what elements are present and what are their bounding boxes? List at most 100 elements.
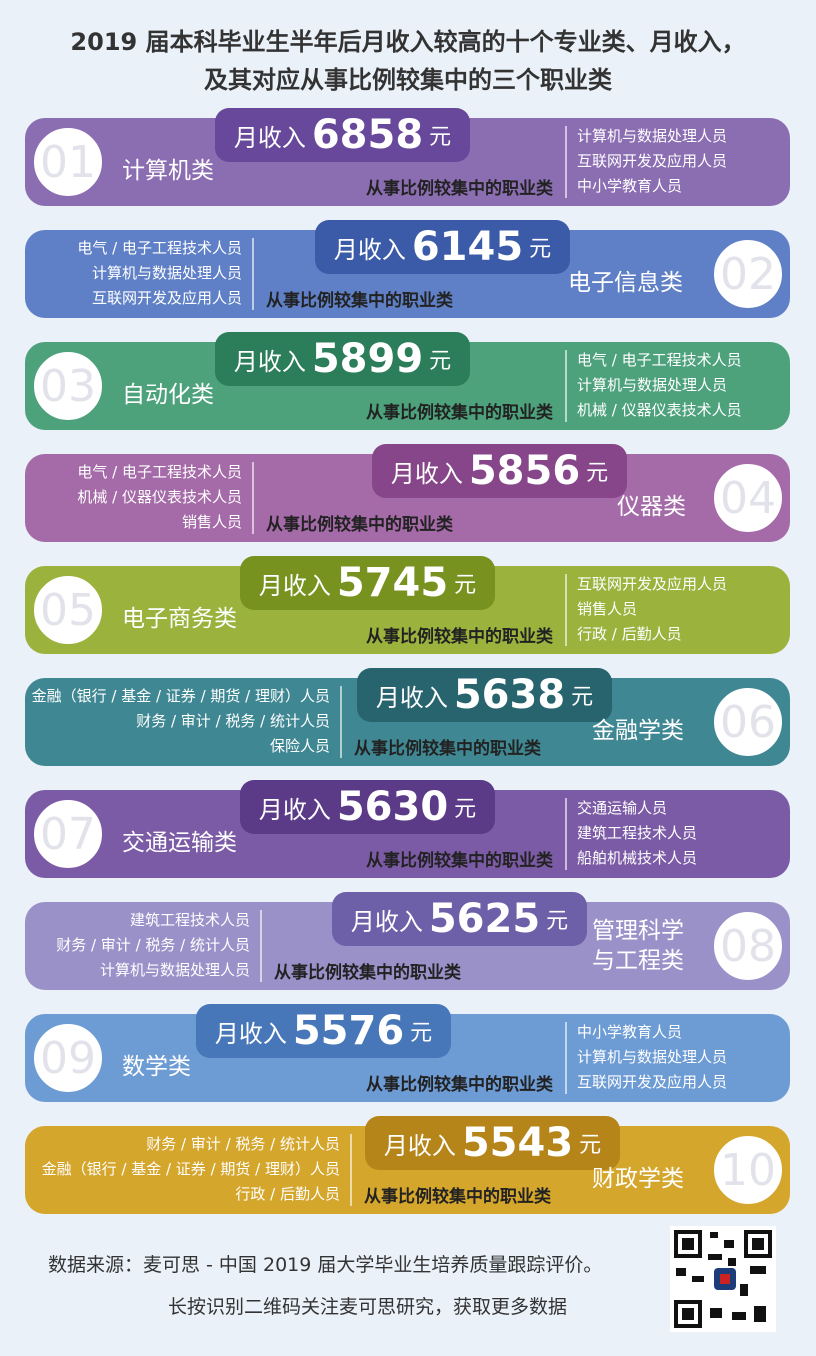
income-label: 月收入 [383, 1131, 456, 1160]
income-label: 月收入 [350, 907, 423, 936]
rank: 04 [710, 460, 786, 536]
rank: 10 [710, 1132, 786, 1208]
income-bubble: 月收入 6858 元 [215, 108, 470, 162]
major: 自动化类 [122, 380, 214, 410]
jobs: 中小学教育人员计算机与数据处理人员 互联网开发及应用人员 [577, 1020, 727, 1095]
income-unit: 元 [579, 1133, 602, 1158]
income-value: 5625 [428, 896, 541, 942]
jobs-caption: 从事比例较集中的职业类 [366, 1075, 553, 1095]
job: 财务 / 审计 / 税务 / 统计人员 [136, 712, 330, 730]
income-bubble: 月收入 5856 元 [372, 444, 627, 498]
jobs-caption: 从事比例较集中的职业类 [274, 963, 461, 983]
income-value: 5899 [311, 336, 424, 382]
income-value: 6858 [311, 112, 424, 158]
job: 保险人员 [269, 737, 330, 755]
jobs: 计算机与数据处理人员 互联网开发及应用人员 中小学教育人员 [577, 124, 727, 199]
job: 机械 / 仪器仪表技术人员 [577, 401, 742, 419]
rank: 06 [710, 684, 786, 760]
rank: 02 [710, 236, 786, 312]
income-bubble: 月收入 6145 元 [315, 220, 570, 274]
job: 计算机与数据处理人员 [577, 376, 728, 394]
income-label: 月收入 [214, 1019, 287, 1048]
divider [565, 1022, 567, 1094]
jobs-caption: 从事比例较集中的职业类 [266, 515, 453, 535]
income-unit: 元 [454, 797, 477, 822]
income-bubble: 月收入 5630 元 [240, 780, 495, 834]
major: 计算机类 [122, 156, 214, 186]
income-label: 月收入 [233, 347, 306, 376]
job: 交通运输人员 [577, 799, 668, 817]
major-line: 计算机类 [122, 158, 214, 184]
job: 电气 / 电子工程技术人员 [577, 351, 742, 369]
income-bubble: 月收入 5745 元 [240, 556, 495, 610]
source: 数据来源：麦可思 - 中国 2019 届大学毕业生培养质量跟踪评价。 [48, 1254, 603, 1276]
rank: 07 [30, 796, 106, 872]
major-line: 自动化类 [122, 382, 214, 408]
job: 计算机与数据处理人员 [577, 127, 728, 145]
jobs-caption: 从事比例较集中的职业类 [364, 1187, 551, 1207]
job: 计算机与数据处理人员 [577, 1048, 728, 1066]
job: 销售人员 [181, 513, 242, 531]
job: 互联网开发及应用人员 [577, 575, 728, 593]
job: 互联网开发及应用人员 [577, 152, 728, 170]
income-value: 5630 [336, 784, 449, 830]
major-line: 电子信息类 [568, 270, 683, 296]
income-unit: 元 [454, 573, 477, 598]
jobs: 电气 / 电子工程技术人员 计算机与数据处理人员 机械 / 仪器仪表技术人员 [577, 348, 742, 423]
major-line: 仪器类 [617, 494, 686, 520]
major-line: 交通运输类 [122, 830, 237, 856]
rank: 05 [30, 572, 106, 648]
job: 计算机与数据处理人员 [99, 961, 250, 979]
title-line: 及其对应从事比例较集中的三个职业类 [204, 66, 612, 94]
job: 电气 / 电子工程技术人员 [77, 239, 242, 257]
cta: 长按识别二维码关注麦可思研究，获取更多数据 [168, 1296, 568, 1318]
jobs: 金融（银行 / 基金 / 证券 / 期货 / 理财）人员财务 / 审计 / 税务… [32, 684, 330, 759]
job: 金融（银行 / 基金 / 证券 / 期货 / 理财）人员 [31, 687, 330, 705]
income-unit: 元 [546, 909, 569, 934]
job: 金融（银行 / 基金 / 证券 / 期货 / 理财）人员 [41, 1160, 340, 1178]
jobs: 建筑工程技术人员 财务 / 审计 / 税务 / 统计人员 计算机与数据处理人员 [56, 908, 250, 983]
jobs-caption: 从事比例较集中的职业类 [354, 739, 541, 759]
jobs: 互联网开发及应用人员 销售人员行政 / 后勤人员 [577, 572, 727, 647]
job: 互联网开发及应用人员 [91, 289, 242, 307]
major: 管理科学 与工程类 [592, 916, 684, 976]
jobs-caption: 从事比例较集中的职业类 [366, 627, 553, 647]
income-label: 月收入 [233, 123, 306, 152]
income-bubble: 月收入 5638 元 [357, 668, 612, 722]
major: 电子信息类 [568, 268, 683, 298]
income-value: 5745 [336, 560, 449, 606]
income-value: 5856 [468, 448, 581, 494]
income-label: 月收入 [258, 571, 331, 600]
divider [565, 126, 567, 198]
divider [565, 350, 567, 422]
job: 建筑工程技术人员 [577, 824, 698, 842]
qr-code[interactable] [670, 1226, 776, 1332]
income-label: 月收入 [375, 683, 448, 712]
job: 中小学教育人员 [577, 177, 683, 195]
income-value: 6145 [411, 224, 524, 270]
income-label: 月收入 [333, 235, 406, 264]
job: 计算机与数据处理人员 [91, 264, 242, 282]
rank: 09 [30, 1020, 106, 1096]
job: 财务 / 审计 / 税务 / 统计人员 [146, 1135, 340, 1153]
job: 销售人员 [577, 600, 638, 618]
jobs: 电气 / 电子工程技术人员计算机与数据处理人员 互联网开发及应用人员 [77, 236, 242, 311]
job: 行政 / 后勤人员 [577, 625, 682, 643]
job: 船舶机械技术人员 [577, 849, 698, 867]
income-label: 月收入 [390, 459, 463, 488]
major-line: 管理科学 [592, 918, 684, 944]
job: 中小学教育人员 [577, 1023, 683, 1041]
major-line: 财政学类 [592, 1166, 684, 1192]
job: 互联网开发及应用人员 [577, 1073, 728, 1091]
income-unit: 元 [429, 125, 452, 150]
jobs: 财务 / 审计 / 税务 / 统计人员金融（银行 / 基金 / 证券 / 期货 … [42, 1132, 340, 1207]
jobs: 交通运输人员建筑工程技术人员 船舶机械技术人员 [577, 796, 697, 871]
income-unit: 元 [586, 461, 609, 486]
jobs-caption: 从事比例较集中的职业类 [366, 403, 553, 423]
income-unit: 元 [410, 1021, 433, 1046]
major-line: 与工程类 [592, 948, 684, 974]
divider [565, 798, 567, 870]
job: 建筑工程技术人员 [129, 911, 250, 929]
title-line: 2019 届本科毕业生半年后月收入较高的十个专业类、月收入， [70, 28, 746, 56]
